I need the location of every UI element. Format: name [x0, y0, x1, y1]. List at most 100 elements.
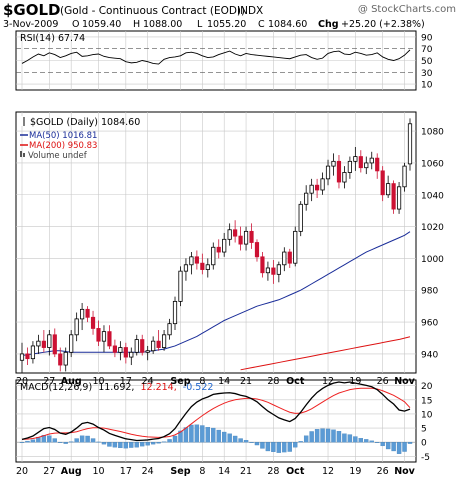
candle	[96, 320, 101, 346]
candle-body	[369, 157, 374, 164]
legend-volume: Volume undef	[28, 151, 88, 161]
candle	[52, 328, 57, 358]
candle-body	[47, 334, 52, 348]
candle	[364, 156, 369, 175]
macd-histogram-bar	[85, 435, 90, 443]
candle-body	[407, 123, 413, 165]
candle	[118, 341, 123, 361]
rsi-label: RSI(14) 67.74	[20, 33, 85, 44]
candle-body	[194, 256, 199, 264]
candle-body	[161, 334, 167, 348]
candle	[205, 258, 210, 278]
candle-body	[375, 157, 380, 172]
ohlc-label-c: C	[258, 19, 265, 30]
rsi-tick-label: 30	[421, 69, 433, 79]
candle-body	[364, 162, 369, 169]
candle-body	[309, 184, 314, 194]
x-tick-label-bottom: 19	[349, 466, 361, 477]
ma50-line	[21, 231, 411, 356]
exchange-label: INDX	[237, 5, 263, 17]
x-tick-label-bottom: 17	[120, 466, 132, 477]
ohlc-value-h: 1088.00	[143, 19, 182, 30]
x-tick-label-top: Nov	[394, 376, 415, 387]
candle	[178, 266, 183, 307]
candle-body	[134, 339, 139, 353]
candle-body	[227, 229, 232, 240]
candle	[396, 182, 402, 214]
macd-histogram-bar	[25, 440, 30, 443]
candle-body	[396, 186, 402, 210]
macd-tick-label: 20	[421, 382, 433, 392]
x-tick-label-bottom: Oct	[286, 466, 305, 477]
macd-histogram-bar	[391, 442, 396, 452]
macd-histogram-bar	[309, 431, 314, 443]
legend-volume-icon	[20, 151, 22, 157]
candle	[309, 178, 314, 202]
candle-body	[342, 172, 347, 183]
x-tick-label-bottom: 14	[218, 466, 230, 477]
candle-body	[80, 308, 85, 320]
macd-histogram-bar	[30, 439, 36, 443]
candle	[287, 248, 292, 268]
candle-body	[380, 170, 385, 196]
macd-histogram-bar	[265, 442, 271, 452]
candle	[227, 223, 232, 246]
macd-histogram-bar	[331, 429, 336, 443]
x-tick-label-bottom: 10	[92, 466, 104, 477]
macd-histogram-bar	[129, 442, 134, 448]
price-tick-label: 1080	[421, 128, 444, 138]
macd-histogram-bar	[353, 436, 358, 443]
candle-body	[19, 353, 25, 361]
candle	[375, 153, 380, 179]
macd-histogram-bar	[396, 442, 402, 454]
macd-signal-line	[21, 387, 411, 440]
quote-date: 3-Nov-2009	[3, 19, 58, 30]
candle	[167, 318, 172, 340]
macd-histogram-bar	[211, 427, 216, 443]
candle	[151, 336, 156, 354]
macd-histogram-bar	[325, 428, 331, 443]
candle-body	[391, 183, 396, 210]
ohlc-value-c: 1084.60	[268, 19, 307, 30]
macd-histogram-bar	[347, 434, 353, 443]
candle-body	[156, 340, 161, 348]
macd-histogram-bar	[260, 442, 265, 449]
candle-body	[315, 184, 320, 191]
candle-body	[30, 345, 36, 360]
candle	[222, 232, 227, 257]
macd-histogram-bar	[320, 428, 325, 443]
macd-histogram-bar	[342, 433, 347, 443]
price-panel: 1080 1060 1040 1020 1000 980 960 940 $GOLD (Dai…	[15, 111, 444, 374]
macd-histogram-bar	[19, 442, 25, 443]
candle	[112, 339, 117, 358]
macd-line	[21, 381, 411, 442]
change-value: +25.20 (+2.38%)	[341, 19, 425, 30]
rsi-tick-label: 70	[421, 45, 433, 55]
macd-histogram-bar	[238, 438, 243, 443]
macd-histogram-bar	[161, 441, 167, 443]
macd-histogram-bar	[232, 435, 238, 443]
price-tick-label: 1040	[421, 191, 444, 201]
macd-histogram-bar	[282, 442, 287, 453]
ohlc-label-h: H	[133, 19, 140, 30]
x-tick-label-bottom: Aug	[61, 466, 82, 477]
candle-body	[85, 308, 90, 318]
candle	[63, 347, 68, 372]
candle	[293, 226, 298, 267]
candle-body	[336, 160, 342, 183]
macd-histogram-bar	[41, 434, 47, 443]
candle-body	[178, 270, 183, 302]
x-tick-label-bottom: Sep	[170, 466, 190, 477]
candle-body	[123, 347, 128, 358]
candle-body	[271, 267, 276, 275]
price-legend: $GOLD (Daily) 1084.60 MA(50) 1016.81 MA(…	[20, 116, 140, 161]
candle-body	[96, 328, 101, 342]
x-tick-label-bottom: 24	[142, 466, 154, 477]
legend-ma200: MA(200) 950.83	[29, 141, 97, 151]
macd-histogram-bar	[145, 442, 150, 446]
candle	[260, 252, 265, 278]
candle	[47, 330, 52, 356]
candle	[194, 250, 199, 270]
macd-histogram-bar	[205, 427, 211, 443]
macd-histogram-bar	[369, 440, 374, 443]
